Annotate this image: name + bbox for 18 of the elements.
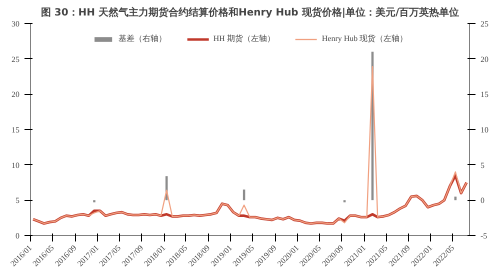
legend-label: 基差（右轴）: [118, 33, 166, 44]
y2-tick-label: -5: [480, 232, 488, 240]
y-tick-label: 15: [12, 126, 20, 134]
legend-label: HH 期货（左轴）: [213, 33, 275, 44]
y-tick-label: 5: [16, 196, 20, 206]
y2-tick-label: 10: [480, 126, 488, 134]
y2-tick-label: 20: [480, 54, 488, 64]
legend-label: Henry Hub 现货（左轴）: [322, 33, 408, 44]
chart-title: 图 30：HH 天然气主力期货合约结算价格和Henry Hub 现货价格|单位：美元/百万英热单位: [40, 6, 460, 18]
y-tick-label: 25: [12, 54, 20, 64]
y-tick-label: 30: [12, 20, 20, 28]
y-tick-label: 20: [12, 90, 20, 100]
y2-tick-label: 25: [480, 20, 488, 28]
y2-tick-label: 15: [480, 90, 488, 100]
y-tick-label: 0: [16, 232, 20, 240]
y2-tick-label: 0: [480, 196, 484, 206]
y2-tick-label: 5: [480, 160, 484, 170]
y-tick-label: 10: [12, 160, 20, 170]
